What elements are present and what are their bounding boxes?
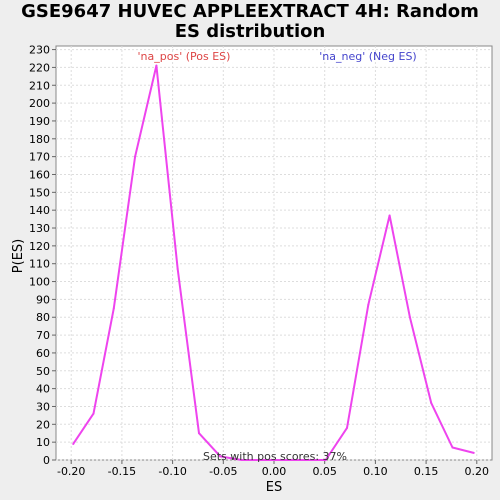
y-tick-label: 40 [36,383,50,396]
y-tick-label: 70 [36,329,50,342]
x-tick-label: -0.20 [57,465,85,478]
data-point [388,214,391,217]
data-point [197,432,200,435]
x-tick-label: 0.05 [312,465,337,478]
pos-scores-annotation: Sets with pos scores: 37% [203,450,347,463]
y-axis-ticks: 0 10 20 30 40 50 60 70 80 90 100 110 120 130 140 150 160… [29,44,56,467]
y-tick-label: 130 [29,222,50,235]
data-point [367,303,370,306]
data-point [112,307,115,310]
y-tick-label: 90 [36,293,50,306]
data-point [155,64,158,67]
y-tick-label: 190 [29,115,50,128]
x-tick-label: 0.15 [414,465,439,478]
x-tick-label: 0.20 [465,465,490,478]
data-point [283,459,286,461]
y-tick-label: 120 [29,240,50,253]
data-point [346,426,349,429]
es-distribution-line [72,64,474,461]
y-tick-label: 10 [36,436,50,449]
data-point [92,412,95,415]
y-tick-label: 150 [29,186,50,199]
chart-title-line2: ES distribution [174,21,326,42]
x-tick-label: -0.15 [108,465,136,478]
y-tick-label: 180 [29,133,50,146]
data-point [72,442,75,445]
y-tick-label: 50 [36,365,50,378]
y-tick-label: 220 [29,61,50,74]
y-tick-label: 110 [29,258,50,271]
neg-es-annotation: 'na_neg' (Neg ES) [319,50,416,63]
y-tick-label: 200 [29,97,50,110]
data-point [261,459,264,461]
data-point [472,451,475,454]
y-tick-label: 80 [36,311,50,324]
data-point [451,446,454,449]
grid-lines [56,46,492,461]
y-tick-label: 230 [29,44,50,57]
chart-title: GSE9647 HUVEC APPLEEXTRACT 4H: Random ES… [0,2,500,42]
data-point [430,401,433,404]
data-point [219,455,222,458]
data-point [324,459,327,461]
y-tick-label: 160 [29,168,50,181]
pos-es-annotation: 'na_pos' (Pos ES) [138,50,231,63]
x-tick-label: 0.00 [262,465,287,478]
x-tick-label: -0.10 [158,465,186,478]
x-axis-ticks: -0.20 -0.15 -0.10 -0.05 0.00 0.05 0.10 0.15 0.20 [57,460,489,478]
y-tick-label: 20 [36,418,50,431]
y-tick-label: 0 [43,454,50,467]
data-point [176,268,179,271]
y-tick-label: 170 [29,151,50,164]
data-point [304,459,307,461]
series-group [72,64,475,461]
data-point [408,316,411,319]
y-tick-label: 100 [29,276,50,289]
x-tick-label: -0.05 [209,465,237,478]
chart-title-line1: GSE9647 HUVEC APPLEEXTRACT 4H: Random [21,1,479,22]
x-axis-label: ES [266,480,282,495]
y-tick-label: 210 [29,79,50,92]
y-tick-label: 140 [29,204,50,217]
data-point [240,459,243,461]
x-tick-label: 0.10 [363,465,388,478]
data-point [134,155,137,158]
y-tick-label: 60 [36,347,50,360]
y-tick-label: 30 [36,400,50,413]
y-axis-label: P(ES) [11,239,26,273]
